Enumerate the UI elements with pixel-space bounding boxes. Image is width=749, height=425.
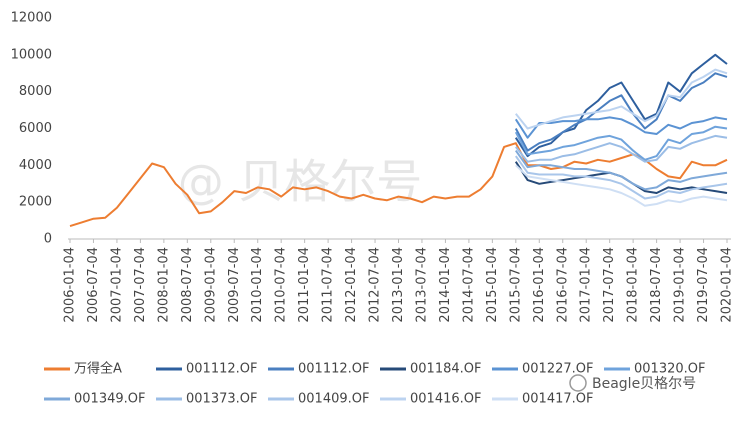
- legend-label: 001349.OF: [74, 392, 145, 407]
- logo: Beagle贝格尔号: [569, 374, 696, 392]
- legend-label: 001112.OF: [186, 362, 257, 377]
- x-tick-label: 2018-07-04: [649, 247, 664, 323]
- logo-icon: [569, 374, 587, 392]
- legend-item: 001112.OF: [156, 362, 257, 377]
- legend-label: 万得全A: [74, 361, 122, 377]
- series-line: [515, 134, 728, 163]
- legend-label: 001373.OF: [186, 392, 257, 407]
- x-tick-label: 2011-01-04: [297, 247, 312, 323]
- x-tick-label: 2008-07-04: [180, 247, 195, 323]
- legend-item: 001416.OF: [380, 392, 481, 407]
- series-line: [514, 125, 728, 161]
- logo-text: Beagle贝格尔号: [592, 376, 696, 392]
- x-tick-label: 2016-07-04: [555, 247, 570, 323]
- legend-item: 001417.OF: [492, 392, 593, 407]
- legend-label: 001416.OF: [410, 392, 481, 407]
- x-tick-label: 2007-07-04: [133, 247, 148, 323]
- series-line: [515, 68, 728, 130]
- x-tick-label: 2008-01-04: [156, 247, 171, 323]
- x-tick-label: 2015-01-04: [485, 247, 500, 323]
- x-tick-label: 2017-07-04: [602, 247, 617, 323]
- legend-item: 001320.OF: [604, 362, 705, 377]
- x-tick-label: 2007-01-04: [109, 247, 124, 323]
- series-line: [514, 53, 728, 158]
- legend-item: 001349.OF: [44, 392, 145, 407]
- x-tick-label: 2012-07-04: [368, 247, 383, 323]
- y-tick-label: 10000: [11, 47, 52, 62]
- series-line: [514, 155, 728, 200]
- legend-item: 001373.OF: [156, 392, 257, 407]
- x-tick-label: 2014-07-04: [461, 247, 476, 323]
- x-tick-label: 2019-01-04: [673, 247, 688, 323]
- x-tick-label: 2013-01-04: [391, 247, 406, 323]
- legend-item: 001112.OF: [268, 362, 369, 377]
- x-tick-label: 2011-07-04: [321, 247, 336, 323]
- x-tick-label: 2013-07-04: [414, 247, 429, 323]
- series-line: [69, 142, 728, 228]
- x-tick-label: 2009-07-04: [227, 247, 242, 323]
- x-tick-label: 2019-07-04: [696, 247, 711, 323]
- series-line: [514, 116, 728, 139]
- legend-label: 001409.OF: [298, 392, 369, 407]
- legend-label: 001320.OF: [634, 362, 705, 377]
- x-tick-label: 2006-01-04: [63, 247, 78, 323]
- y-tick-label: 2000: [19, 195, 52, 210]
- x-tick-label: 2018-01-04: [626, 247, 641, 323]
- x-tick-label: 2012-01-04: [344, 247, 359, 323]
- x-tick-label: 2010-07-04: [274, 247, 289, 323]
- x-tick-label: 2020-01-04: [720, 247, 735, 323]
- y-tick-label: 8000: [19, 84, 52, 99]
- series-line: [514, 150, 728, 191]
- y-tick-label: 6000: [19, 121, 52, 136]
- x-tick-label: 2017-01-04: [579, 247, 594, 323]
- legend-item: 万得全A: [44, 361, 122, 377]
- legend-item: 001184.OF: [380, 362, 481, 377]
- y-tick-label: 4000: [19, 158, 52, 173]
- x-tick-label: 2010-01-04: [250, 247, 265, 323]
- legend-item: 001409.OF: [268, 392, 369, 407]
- x-tick-label: 2016-01-04: [532, 247, 547, 323]
- x-tick-label: 2015-07-04: [508, 247, 523, 323]
- x-tick-label: 2006-07-04: [86, 247, 101, 323]
- x-tick-label: 2009-01-04: [203, 247, 218, 323]
- legend-label: 001227.OF: [522, 362, 593, 377]
- x-tick-label: 2014-01-04: [438, 247, 453, 323]
- legend-item: 001227.OF: [492, 362, 593, 377]
- y-tick-label: 0: [44, 232, 52, 247]
- series-line: [514, 72, 728, 152]
- legend-label: 001112.OF: [298, 362, 369, 377]
- legend-label: 001184.OF: [410, 362, 481, 377]
- y-tick-label: 12000: [11, 11, 52, 26]
- legend-label: 001417.OF: [522, 392, 593, 407]
- series-line: [515, 164, 728, 207]
